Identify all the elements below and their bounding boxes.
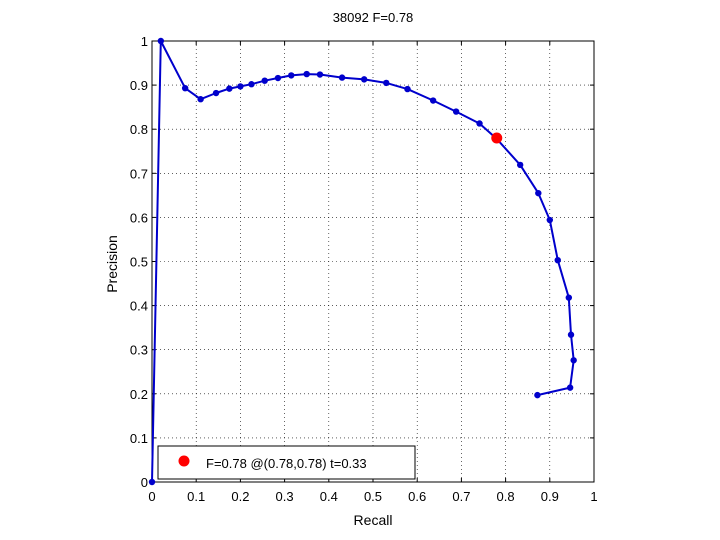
y-axis-label: Precision xyxy=(104,235,120,293)
y-tick-label: 0.1 xyxy=(130,431,148,446)
legend: F=0.78 @(0.78,0.78) t=0.33 xyxy=(157,445,416,480)
data-point xyxy=(248,81,255,88)
y-tick-label: 0.2 xyxy=(130,387,148,402)
x-tick-label: 0.1 xyxy=(187,489,205,504)
y-tick-label: 0.6 xyxy=(130,210,148,225)
data-point xyxy=(237,83,244,90)
x-tick-label: 0.3 xyxy=(276,489,294,504)
data-point xyxy=(226,85,233,92)
x-tick-label: 0.9 xyxy=(541,489,559,504)
data-point xyxy=(404,85,411,93)
x-tick-label: 0.4 xyxy=(320,489,338,504)
data-point xyxy=(516,161,524,169)
data-point xyxy=(288,72,295,79)
data-point xyxy=(303,70,310,78)
data-point xyxy=(383,79,390,87)
y-tick-label: 0.7 xyxy=(130,166,148,181)
data-point xyxy=(476,120,483,127)
y-tick-label: 0.4 xyxy=(130,299,148,314)
legend-label: F=0.78 @(0.78,0.78) t=0.33 xyxy=(206,456,367,471)
data-point xyxy=(570,357,577,364)
legend-marker xyxy=(178,455,190,467)
y-tick-label: 0 xyxy=(141,475,148,490)
x-axis-label: Recall xyxy=(354,512,393,528)
data-point xyxy=(565,294,573,301)
x-tick-label: 1 xyxy=(590,489,597,504)
data-point xyxy=(212,89,220,97)
data-point xyxy=(316,71,324,78)
x-tick-label: 0.8 xyxy=(497,489,515,504)
y-tick-label: 0.3 xyxy=(130,343,148,358)
data-point xyxy=(566,384,574,391)
data-point xyxy=(546,216,553,224)
legend-box xyxy=(157,445,416,480)
chart-title: 38092 F=0.78 xyxy=(333,10,414,25)
data-point xyxy=(535,189,542,197)
y-tick-label: 0.8 xyxy=(130,122,148,137)
y-tick-label: 0.5 xyxy=(130,255,148,270)
data-point xyxy=(338,74,346,81)
data-point xyxy=(554,256,561,264)
data-point xyxy=(274,74,282,82)
x-tick-label: 0.6 xyxy=(408,489,426,504)
marker-layer xyxy=(491,132,503,144)
x-tick-label: 0.7 xyxy=(452,489,470,504)
data-point xyxy=(261,77,268,84)
data-point xyxy=(567,331,575,338)
data-point xyxy=(429,97,437,104)
data-point xyxy=(148,478,156,486)
grid-layer xyxy=(152,41,594,482)
y-tick-label: 1 xyxy=(141,34,148,49)
data-point xyxy=(452,108,460,115)
data-point xyxy=(534,391,541,399)
data-point xyxy=(360,76,368,83)
data-point xyxy=(157,37,165,45)
data-point xyxy=(197,96,204,103)
y-tick-label: 0.9 xyxy=(130,78,148,93)
max-f-marker xyxy=(491,132,503,144)
data-point xyxy=(181,84,189,92)
x-tick-label: 0.5 xyxy=(364,489,382,504)
tick-layer: 0 0.1 0.2 0.3 0.4 0.5 0.6 0.7 0.8 0.9 1 0 0.1 0.2 0.3 0… xyxy=(130,34,598,504)
x-tick-label: 0.2 xyxy=(231,489,249,504)
x-tick-label: 0 xyxy=(148,489,155,504)
